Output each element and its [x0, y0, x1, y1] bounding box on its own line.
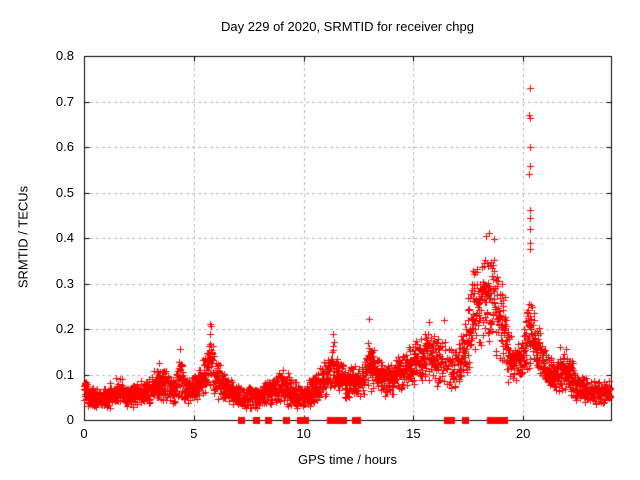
y-tick-label: 0.2	[55, 321, 74, 336]
x-tick-label: 20	[515, 426, 531, 441]
y-tick-label: 0.5	[55, 184, 74, 200]
y-tick-label: 0.6	[55, 139, 74, 154]
y-tick-label: 0.4	[55, 230, 74, 245]
x-tick-label: 5	[190, 426, 198, 441]
chart-title: Day 229 of 2020, SRMTID for receiver chp…	[221, 19, 474, 34]
x-tick-label: 10	[296, 426, 311, 441]
y-tick-label: 0.3	[55, 275, 74, 291]
x-axis-title: GPS time / hours	[298, 452, 397, 467]
x-tick-label: 0	[80, 426, 88, 441]
y-tick-label: 0.7	[55, 93, 74, 109]
y-tick-label: 0.8	[55, 48, 74, 63]
y-tick-label: 0.1	[55, 366, 74, 382]
x-tick-label: 15	[406, 426, 421, 441]
y-tick-label: 0	[66, 412, 74, 427]
